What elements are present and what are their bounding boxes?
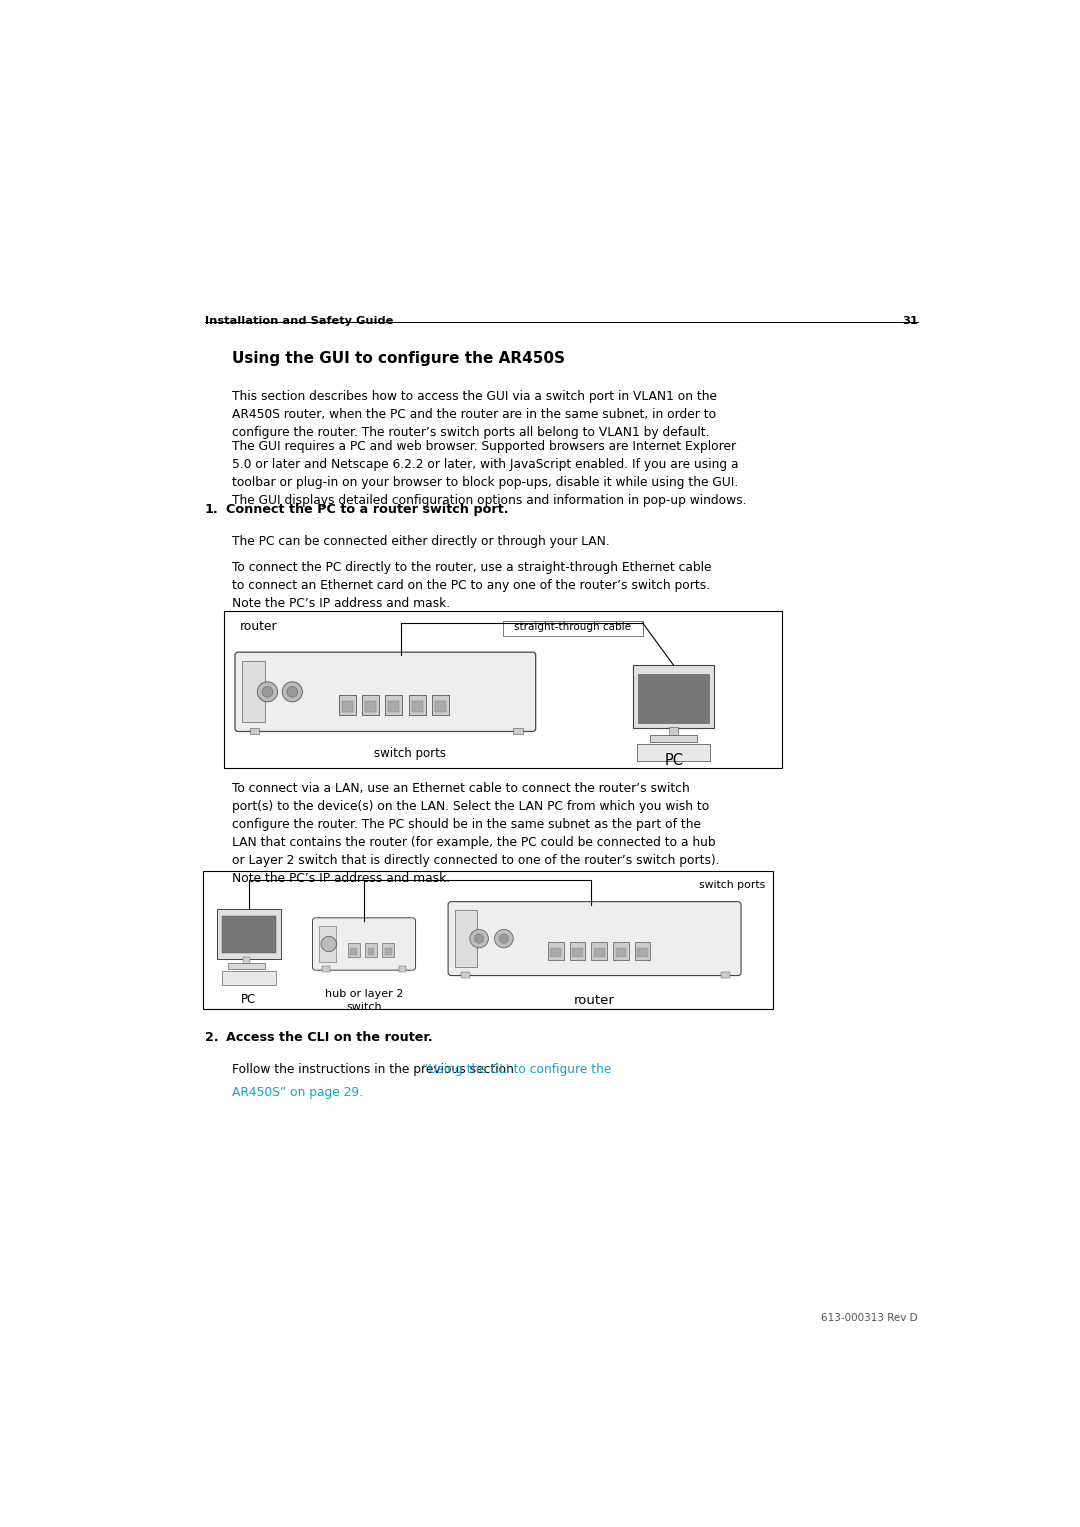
- Bar: [638, 673, 708, 722]
- Text: 2.: 2.: [205, 1031, 218, 1044]
- Text: To connect via a LAN, use an Ethernet cable to connect the router’s switch
port(: To connect via a LAN, use an Ethernet ca…: [232, 782, 719, 886]
- Bar: [389, 701, 400, 712]
- Text: Follow the instructions in the previous section: Follow the instructions in the previous …: [232, 1063, 517, 1077]
- Bar: [225, 611, 782, 768]
- Circle shape: [257, 683, 278, 702]
- Text: Installation and Safety Guide: Installation and Safety Guide: [205, 316, 393, 325]
- FancyBboxPatch shape: [312, 918, 416, 970]
- Circle shape: [321, 936, 337, 951]
- Bar: [721, 971, 730, 977]
- Bar: [243, 957, 251, 964]
- Bar: [551, 948, 562, 957]
- Text: Using the GUI to configure the AR450S: Using the GUI to configure the AR450S: [232, 351, 565, 366]
- Bar: [572, 948, 583, 957]
- Bar: [513, 728, 523, 734]
- Bar: [322, 967, 329, 971]
- Bar: [384, 948, 392, 954]
- Bar: [249, 728, 259, 734]
- Bar: [242, 661, 266, 722]
- Bar: [432, 695, 449, 715]
- Text: switch ports: switch ports: [374, 747, 446, 760]
- Bar: [616, 948, 626, 957]
- Bar: [342, 701, 353, 712]
- Bar: [221, 971, 276, 985]
- Bar: [548, 942, 564, 960]
- Bar: [411, 701, 422, 712]
- Bar: [594, 948, 605, 957]
- Text: router: router: [240, 620, 278, 632]
- FancyBboxPatch shape: [448, 901, 741, 976]
- Circle shape: [499, 935, 509, 944]
- Text: AR450S” on page 29.: AR450S” on page 29.: [232, 1086, 363, 1099]
- Bar: [365, 944, 377, 957]
- Text: 1.: 1.: [205, 502, 218, 516]
- Bar: [348, 944, 360, 957]
- Circle shape: [282, 683, 302, 702]
- Bar: [408, 695, 426, 715]
- Bar: [228, 964, 266, 970]
- Bar: [633, 666, 714, 728]
- Bar: [570, 942, 585, 960]
- Text: The PC can be connected either directly or through your LAN.: The PC can be connected either directly …: [232, 534, 609, 548]
- Text: router: router: [575, 994, 615, 1006]
- Bar: [221, 916, 276, 953]
- Bar: [319, 925, 336, 962]
- Bar: [382, 944, 394, 957]
- Bar: [365, 701, 376, 712]
- Bar: [613, 942, 629, 960]
- Circle shape: [262, 687, 273, 698]
- Text: To connect the PC directly to the router, use a straight-through Ethernet cable
: To connect the PC directly to the router…: [232, 560, 712, 609]
- Circle shape: [287, 687, 298, 698]
- Bar: [386, 695, 403, 715]
- Bar: [203, 870, 773, 1009]
- Bar: [637, 948, 648, 957]
- Circle shape: [474, 935, 484, 944]
- Text: 613-000313 Rev D: 613-000313 Rev D: [821, 1313, 918, 1322]
- Bar: [635, 942, 650, 960]
- Bar: [399, 967, 406, 971]
- Text: switch ports: switch ports: [699, 880, 766, 890]
- Bar: [592, 942, 607, 960]
- Text: PC: PC: [664, 753, 684, 768]
- FancyBboxPatch shape: [235, 652, 536, 731]
- Bar: [350, 948, 357, 954]
- Bar: [650, 736, 697, 742]
- Circle shape: [470, 930, 488, 948]
- Bar: [362, 695, 379, 715]
- Text: straight-through cable: straight-through cable: [514, 621, 632, 632]
- Bar: [669, 727, 678, 736]
- Text: Connect the PC to a router switch port.: Connect the PC to a router switch port.: [227, 502, 509, 516]
- Bar: [367, 948, 375, 954]
- Bar: [637, 744, 711, 760]
- Text: PC: PC: [241, 993, 257, 1005]
- Text: The GUI requires a PC and web browser. Supported browsers are Internet Explorer
: The GUI requires a PC and web browser. S…: [232, 440, 746, 507]
- Text: hub or layer 2
switch: hub or layer 2 switch: [325, 989, 403, 1012]
- Text: Access the CLI on the router.: Access the CLI on the router.: [227, 1031, 433, 1044]
- Text: 31: 31: [902, 316, 918, 325]
- Text: This section describes how to access the GUI via a switch port in VLAN1 on the
A: This section describes how to access the…: [232, 389, 717, 438]
- Bar: [339, 695, 356, 715]
- Bar: [503, 620, 643, 637]
- Bar: [217, 909, 281, 959]
- Circle shape: [495, 930, 513, 948]
- Bar: [460, 971, 470, 977]
- Bar: [455, 910, 476, 967]
- Text: “Using the CLI to configure the: “Using the CLI to configure the: [421, 1063, 611, 1077]
- Bar: [435, 701, 446, 712]
